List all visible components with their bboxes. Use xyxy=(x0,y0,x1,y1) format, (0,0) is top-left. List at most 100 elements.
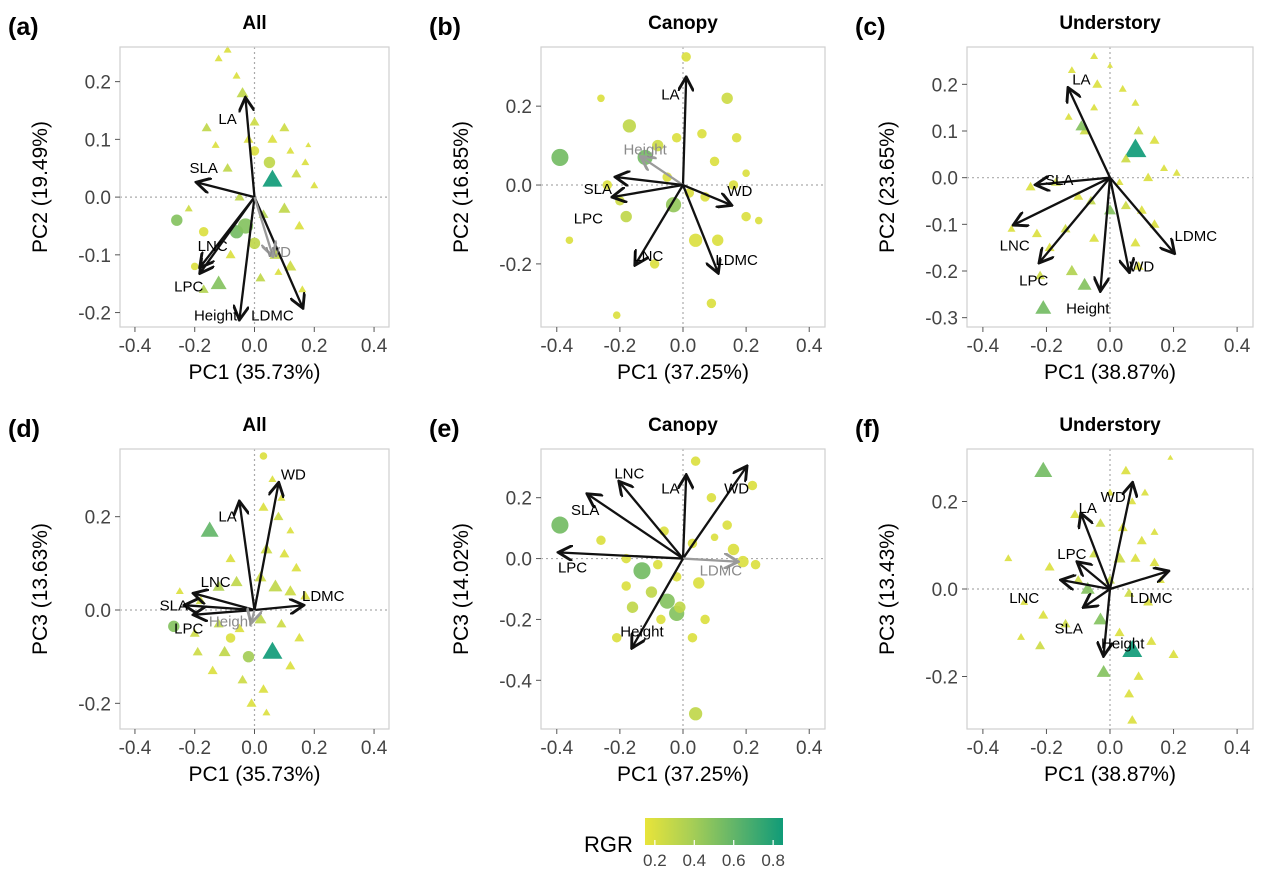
data-point xyxy=(279,122,290,132)
data-point xyxy=(688,707,703,721)
x-tick-label: 0.2 xyxy=(733,336,759,357)
data-point xyxy=(1130,237,1141,247)
y-tick-label: 0.2 xyxy=(932,75,958,96)
loading-arrow-ldmc xyxy=(253,196,303,307)
data-point xyxy=(230,575,243,587)
data-point xyxy=(596,535,606,546)
loading-arrow-la xyxy=(240,503,256,611)
data-point xyxy=(1143,597,1154,606)
data-point xyxy=(1150,528,1159,535)
data-point xyxy=(620,210,632,223)
x-tick-label: -0.4 xyxy=(119,738,152,759)
panel-letter: (e) xyxy=(429,415,460,443)
data-point xyxy=(1007,224,1016,232)
data-point xyxy=(1064,112,1073,120)
x-tick-label: -0.4 xyxy=(119,336,152,357)
x-tick-label: 0.0 xyxy=(670,336,696,357)
data-point xyxy=(258,502,269,511)
y-tick-label: -0.1 xyxy=(925,215,958,236)
loading-arrow-la xyxy=(683,79,686,186)
x-axis-label: PC1 (38.87%) xyxy=(1044,361,1176,384)
data-point xyxy=(690,456,701,466)
data-point xyxy=(1133,671,1144,680)
data-point xyxy=(198,226,209,237)
data-point xyxy=(1004,554,1013,562)
loading-label: WD xyxy=(266,244,291,261)
data-point xyxy=(1136,535,1147,545)
data-point xyxy=(649,259,660,269)
loading-arrow-lpc xyxy=(560,552,684,558)
panel-title: Understory xyxy=(1059,415,1161,436)
loading-label: LPC xyxy=(174,279,203,296)
x-tick-label: 0.0 xyxy=(1097,738,1123,759)
loading-arrow-lnc xyxy=(1062,580,1111,589)
data-point xyxy=(551,516,569,534)
loading-label: LDMC xyxy=(302,588,345,605)
data-point xyxy=(1172,168,1181,176)
data-point xyxy=(249,146,260,156)
panel-title: All xyxy=(242,13,266,34)
data-point xyxy=(688,233,703,247)
data-point xyxy=(1128,497,1137,505)
data-point xyxy=(279,548,290,558)
data-point xyxy=(1149,557,1160,567)
loading-arrow-ldmc xyxy=(681,184,718,272)
data-point xyxy=(1104,204,1116,215)
data-point xyxy=(1075,120,1088,131)
y-tick-label: -0.2 xyxy=(499,610,532,631)
data-point xyxy=(551,148,569,166)
loading-arrow-lpc xyxy=(1078,563,1111,590)
data-point xyxy=(693,577,705,589)
x-axis-label: PC1 (37.25%) xyxy=(617,763,749,786)
panel-title: Canopy xyxy=(648,13,718,34)
data-point xyxy=(1115,178,1124,186)
y-tick-label: 0.1 xyxy=(85,130,111,151)
y-tick-label: 0.0 xyxy=(85,188,111,209)
data-point xyxy=(232,71,241,79)
legend-tick-label: 0.6 xyxy=(722,851,746,870)
data-point xyxy=(727,543,740,556)
data-point xyxy=(1120,200,1131,210)
data-point xyxy=(1114,627,1125,637)
loading-label: Height xyxy=(194,307,238,324)
data-point xyxy=(1073,191,1084,200)
loading-arrow-height xyxy=(633,557,684,647)
loading-label: LDMC xyxy=(1175,228,1218,245)
y-tick-label: 0.0 xyxy=(506,550,532,571)
panel-e: (e) Canopy LNC LA WD SLA LPC LDMC Height -0.4 -0.2… xyxy=(429,415,826,786)
loading-arrow-la xyxy=(683,476,686,559)
loading-arrow-lnc xyxy=(195,594,255,612)
y-tick-label: 0.2 xyxy=(85,508,111,529)
data-point xyxy=(659,593,675,609)
y-axis-label: PC2 (23.65%) xyxy=(876,121,899,253)
loading-arrow-sla xyxy=(198,183,255,199)
data-point xyxy=(1122,640,1143,658)
data-point xyxy=(278,202,291,213)
loading-arrow-sla xyxy=(1085,588,1111,607)
data-point xyxy=(652,139,664,152)
data-point xyxy=(1156,576,1165,583)
data-point xyxy=(1143,172,1154,182)
data-point xyxy=(192,646,203,656)
data-point xyxy=(222,163,233,172)
data-point xyxy=(1093,612,1108,625)
data-point xyxy=(722,520,732,530)
data-point xyxy=(189,628,200,637)
data-point xyxy=(709,156,720,167)
data-point xyxy=(218,645,231,657)
data-point xyxy=(175,587,184,595)
loading-label: LPC xyxy=(1019,272,1048,289)
data-point xyxy=(258,684,269,693)
x-tick-label: 0.2 xyxy=(1160,336,1186,357)
y-tick-label: 0.1 xyxy=(932,122,958,143)
loading-arrow-sla xyxy=(588,495,684,560)
loading-label: LDMC xyxy=(715,252,758,269)
y-tick-label: -0.2 xyxy=(925,262,958,283)
data-point xyxy=(1096,664,1111,677)
y-tick-label: -0.4 xyxy=(499,671,532,692)
panel-d: (d) All WD LA LNC SLA LPC LDMC Height -0.4 -0.2 0.0… xyxy=(8,415,390,786)
data-point xyxy=(1140,488,1149,496)
y-tick-label: 0.2 xyxy=(506,97,532,118)
data-point xyxy=(1130,553,1141,562)
loading-arrow-wd xyxy=(1108,484,1132,590)
